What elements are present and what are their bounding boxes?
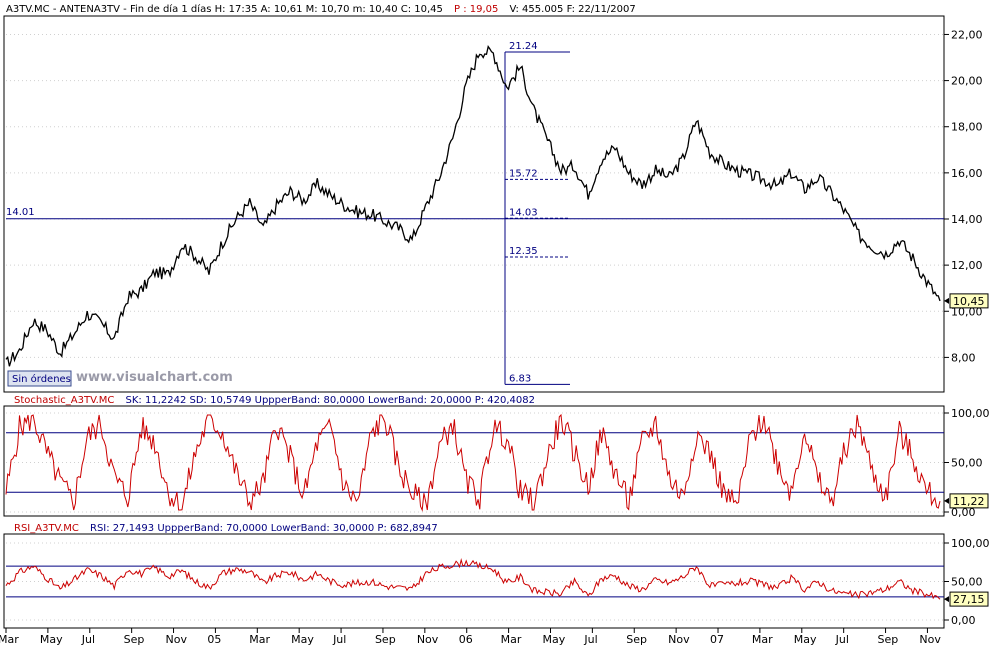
price-last-value-pointer (944, 297, 949, 304)
fibonacci-label: 6.83 (509, 373, 531, 384)
time-tick-label: 05 (207, 633, 221, 646)
time-tick-label: May (794, 633, 817, 646)
time-tick-label: Mar (501, 633, 522, 646)
orders-button[interactable]: Sin órdenes (12, 373, 71, 385)
stochastic-series-line (5, 413, 941, 512)
fibonacci-label: 21.24 (509, 41, 538, 52)
price-tick-label: 16,00 (951, 167, 983, 180)
price-tick-label: 18,00 (951, 121, 983, 134)
svg-text:RSI_A3TV.MC RSI: 27,1493: RSI_A3TV.MC RSI: 27,1493 UppperBand: 70,… (14, 516, 438, 535)
watermark: www.visualchart.com (76, 370, 233, 385)
time-tick-label: Sep (375, 633, 396, 646)
rsi-last-value-box (949, 591, 989, 607)
time-tick-label: Nov (668, 633, 690, 646)
time-tick-label: Nov (417, 633, 439, 646)
price-tick-label: 20,00 (951, 75, 983, 88)
rsi-axis: 0,00 50,00 100,00 27,15 (944, 537, 990, 627)
time-tick-label: Sep (124, 633, 145, 646)
stochastic-last-value: 11,22 (953, 495, 985, 508)
time-axis: Mar May Jul Sep Nov 05 Mar May Jul Sep Nov 06 Mar May… (0, 627, 944, 646)
price-tick-label: 14,00 (951, 213, 983, 226)
price-tick-label: 22,00 (951, 28, 983, 41)
svg-text:Stochastic_A3TV.MC SK: 11,: Stochastic_A3TV.MC SK: 11,2242 SD: 10,57… (14, 388, 535, 407)
rsi-tick-label: 0,00 (951, 614, 976, 627)
time-tick-label: Nov (919, 633, 941, 646)
svg-text:A3TV.MC - ANTENA3TV - Fin de d: A3TV.MC - ANTENA3TV - Fin de día 1 días … (6, 0, 636, 16)
orders-button-frame[interactable] (7, 370, 72, 387)
price-header: A3TV.MC - ANTENA3TV - Fin de día 1 días … (6, 3, 443, 15)
time-tick-label: Jul (583, 633, 597, 646)
price-last-value-box (949, 293, 989, 309)
rsi-layer (5, 558, 944, 600)
price-tick-label: 8,00 (951, 351, 976, 364)
time-tick-label: 07 (710, 633, 724, 646)
price-last-value: 10,45 (953, 295, 985, 308)
time-tick-label: Jul (81, 633, 95, 646)
stochastic-axis: 0,00 50,00 100,00 11,22 (944, 407, 990, 519)
time-tick-label: Mar (752, 633, 773, 646)
stochastic-last-value-box (949, 493, 989, 509)
time-tick-label: May (542, 633, 565, 646)
stochastic-header-values: SK: 11,2242 SD: 10,5749 UppperBand: 80,0… (126, 395, 536, 406)
rsi-last-value: 27,15 (953, 593, 985, 606)
rsi-tick-label: 50,00 (951, 576, 983, 589)
price-tick-label: 10,00 (951, 305, 983, 318)
rsi-header-name: RSI_A3TV.MC (14, 523, 79, 534)
time-tick-label: 06 (459, 633, 473, 646)
price-layer: 14.01 21.24 15.72 14.03 12.35 6.83 (5, 41, 944, 385)
rsi-last-value-pointer (944, 596, 949, 603)
price-panel (3, 15, 945, 393)
fibonacci-label: 14.03 (509, 207, 538, 218)
support-line-label: 14.01 (6, 207, 35, 218)
stochastic-tick-label: 0,00 (951, 506, 976, 519)
time-tick-label: May (291, 633, 314, 646)
price-header-rest: V: 455.005 F: 22/11/2007 (509, 4, 635, 15)
time-tick-label: May (40, 633, 63, 646)
rsi-series-line (5, 558, 941, 600)
fibonacci-label: 12.35 (509, 246, 538, 257)
time-tick-label: Mar (0, 633, 19, 646)
time-tick-label: Mar (249, 633, 270, 646)
price-axis: 8,00 10,00 12,00 14,00 16,00 18,00 20,00 22,00 1… (944, 28, 989, 364)
fibonacci-label: 15.72 (509, 168, 538, 179)
price-series-line (5, 45, 941, 367)
time-tick-label: Nov (166, 633, 188, 646)
stochastic-layer (5, 413, 944, 512)
time-tick-label: Jul (332, 633, 346, 646)
rsi-grid (6, 542, 944, 621)
time-tick-label: Sep (626, 633, 647, 646)
price-header-p: P : 19,05 (454, 4, 498, 15)
stochastic-panel (3, 405, 945, 517)
time-tick-label: Jul (835, 633, 849, 646)
rsi-header-values: RSI: 27,1493 UppperBand: 70,0000 LowerBa… (90, 523, 438, 534)
stochastic-tick-label: 50,00 (951, 457, 983, 470)
price-tick-label: 12,00 (951, 259, 983, 272)
stochastic-tick-label: 100,00 (951, 407, 990, 420)
rsi-tick-label: 100,00 (951, 537, 990, 550)
stochastic-last-value-pointer (944, 497, 949, 504)
time-tick-label: Sep (878, 633, 899, 646)
stochastic-header-name: Stochastic_A3TV.MC (14, 395, 114, 406)
stochastic-grid (6, 412, 944, 513)
